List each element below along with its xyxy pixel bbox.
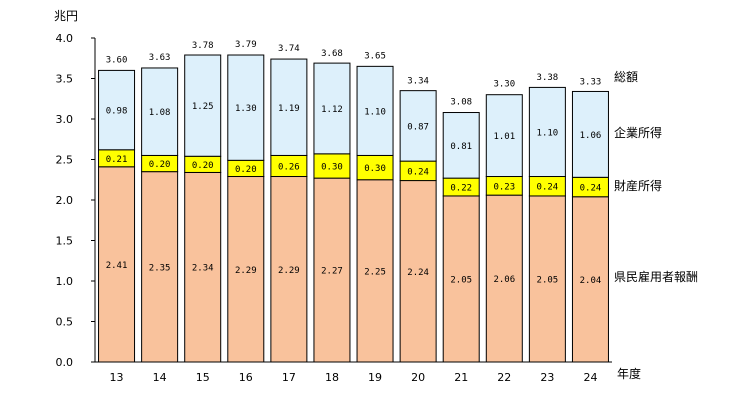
total-label: 3.60 bbox=[106, 55, 128, 65]
total-label: 3.78 bbox=[192, 41, 214, 51]
y-tick-label: 2.5 bbox=[56, 154, 74, 167]
y-tick-label: 3.5 bbox=[56, 73, 74, 86]
bar-segment-compensation bbox=[571, 196, 609, 363]
data-label: 0.24 bbox=[407, 167, 429, 177]
x-tick-label: 18 bbox=[325, 371, 339, 384]
bar-segment-enterprise-income bbox=[528, 86, 566, 178]
bar-segment-compensation bbox=[227, 176, 265, 363]
data-label: 0.30 bbox=[364, 164, 386, 174]
total-label: 3.65 bbox=[364, 51, 386, 61]
x-tick-label: 17 bbox=[282, 371, 296, 384]
x-tick-label: 14 bbox=[153, 371, 167, 384]
data-label: 0.22 bbox=[450, 184, 472, 194]
bar-segment-property-income bbox=[313, 153, 351, 179]
x-tick-label: 22 bbox=[497, 371, 511, 384]
data-label: 2.06 bbox=[493, 275, 515, 285]
data-label: 2.05 bbox=[450, 275, 472, 285]
y-tick-label: 3.0 bbox=[56, 113, 74, 126]
data-label: 2.05 bbox=[537, 275, 559, 285]
x-tick-label: 16 bbox=[239, 371, 253, 384]
x-tick-label: 21 bbox=[454, 371, 468, 384]
data-label: 2.34 bbox=[192, 264, 214, 274]
data-label: 2.04 bbox=[580, 276, 602, 286]
total-label: 3.08 bbox=[450, 98, 472, 108]
data-label: 1.10 bbox=[364, 107, 386, 117]
y-tick-label: 4.0 bbox=[56, 32, 74, 45]
y-tick-label: 1.5 bbox=[56, 235, 74, 248]
y-tick-label: 2.0 bbox=[56, 194, 74, 207]
x-tick-label: 20 bbox=[411, 371, 425, 384]
total-label: 3.68 bbox=[321, 49, 343, 59]
data-label: 2.24 bbox=[407, 268, 429, 278]
data-label: 0.87 bbox=[407, 122, 429, 132]
data-label: 1.06 bbox=[580, 131, 602, 141]
data-label: 0.24 bbox=[537, 183, 559, 193]
bar-segment-compensation bbox=[528, 195, 566, 363]
x-tick-label: 13 bbox=[110, 371, 124, 384]
data-label: 0.98 bbox=[106, 107, 128, 117]
bar-segment-enterprise-income bbox=[571, 90, 609, 178]
data-label: 0.24 bbox=[580, 184, 602, 194]
legend-enterprise-income: 企業所得 bbox=[614, 125, 662, 140]
total-label: 3.63 bbox=[149, 53, 171, 63]
y-tick-label: 0.5 bbox=[56, 316, 74, 329]
data-label: 1.10 bbox=[537, 128, 559, 138]
bar-segment-compensation bbox=[313, 177, 351, 363]
data-label: 0.20 bbox=[235, 165, 257, 175]
data-label: 1.30 bbox=[235, 104, 257, 114]
data-label: 0.20 bbox=[149, 160, 171, 170]
data-label: 0.23 bbox=[493, 182, 515, 192]
bar-segment-enterprise-income bbox=[356, 65, 394, 156]
x-tick-label: 24 bbox=[583, 371, 597, 384]
total-label: 3.33 bbox=[580, 77, 602, 87]
legend-total: 総額 bbox=[614, 70, 638, 84]
data-label: 2.25 bbox=[364, 267, 386, 277]
total-label: 3.38 bbox=[537, 73, 559, 83]
data-label: 0.20 bbox=[192, 161, 214, 171]
y-tick-label: 1.0 bbox=[56, 275, 74, 288]
bar-segment-compensation bbox=[184, 171, 222, 363]
data-label: 2.29 bbox=[235, 266, 257, 276]
bar-segment-compensation bbox=[270, 176, 308, 363]
x-tick-label: 19 bbox=[368, 371, 382, 384]
total-label: 3.30 bbox=[493, 80, 515, 90]
bar-segment-enterprise-income bbox=[227, 54, 265, 161]
bar-segment-enterprise-income bbox=[313, 62, 351, 155]
data-label: 1.08 bbox=[149, 108, 171, 118]
data-label: 2.35 bbox=[149, 263, 171, 273]
x-tick-label: 15 bbox=[196, 371, 210, 384]
bar-segment-enterprise-income bbox=[270, 58, 308, 156]
bar-segment-compensation bbox=[399, 180, 437, 363]
data-label: 0.21 bbox=[106, 155, 128, 165]
bar-segment-enterprise-income bbox=[485, 94, 523, 178]
data-label: 2.29 bbox=[278, 266, 300, 276]
bar-segment-enterprise-income bbox=[184, 54, 222, 157]
data-label: 0.26 bbox=[278, 162, 300, 172]
data-label: 1.19 bbox=[278, 104, 300, 114]
total-label: 3.34 bbox=[407, 76, 429, 86]
data-label: 1.01 bbox=[493, 132, 515, 142]
data-label: 2.27 bbox=[321, 267, 343, 277]
data-label: 0.81 bbox=[450, 142, 472, 152]
bar-segment-enterprise-income bbox=[399, 90, 437, 162]
x-axis-title: 年度 bbox=[617, 366, 641, 381]
data-label: 1.12 bbox=[321, 105, 343, 115]
data-label: 0.30 bbox=[321, 162, 343, 172]
y-tick-label: 0.0 bbox=[56, 356, 74, 369]
bar-segment-enterprise-income bbox=[98, 69, 136, 151]
bar-segment-enterprise-income bbox=[442, 112, 480, 179]
bar-segment-enterprise-income bbox=[141, 67, 179, 156]
data-label: 1.25 bbox=[192, 102, 214, 112]
bar-segment-compensation bbox=[356, 179, 394, 363]
total-label: 3.74 bbox=[278, 44, 300, 54]
bar-segment-compensation bbox=[98, 166, 136, 363]
legend-property-income: 財産所得 bbox=[614, 178, 662, 193]
total-label: 3.79 bbox=[235, 40, 257, 50]
bar-segment-compensation bbox=[141, 171, 179, 363]
data-label: 2.41 bbox=[106, 261, 128, 271]
legend-compensation: 県民雇用者報酬 bbox=[614, 269, 698, 284]
y-axis-title: 兆円 bbox=[54, 9, 78, 23]
x-tick-label: 23 bbox=[540, 371, 554, 384]
